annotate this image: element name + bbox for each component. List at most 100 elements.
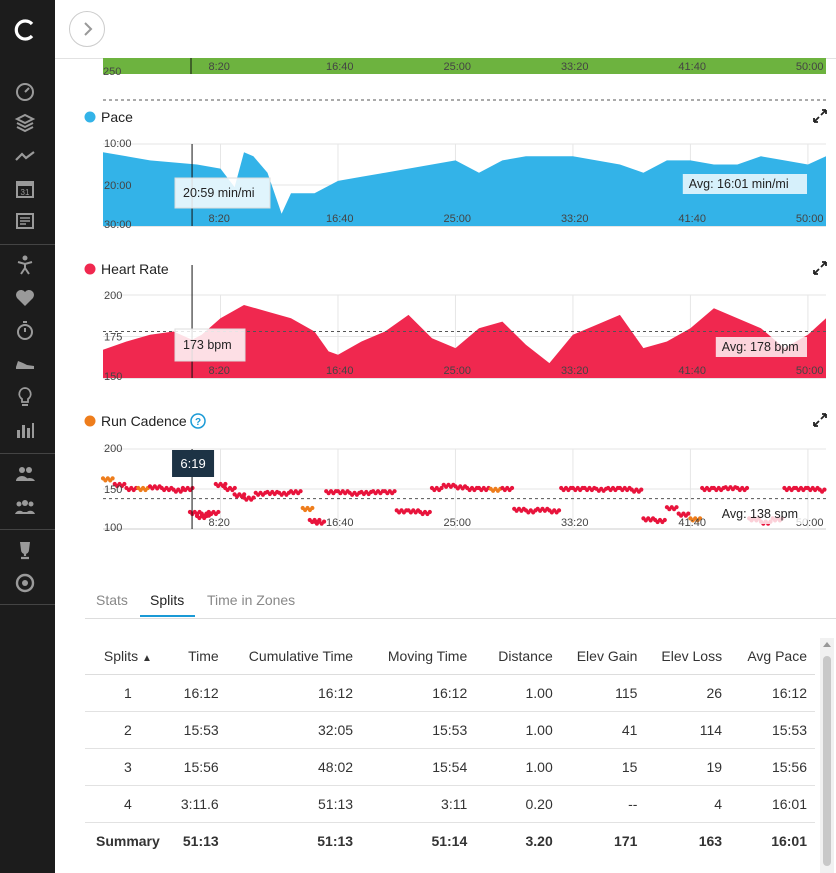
expand-sidebar-button[interactable] bbox=[69, 11, 105, 47]
column-header-distance[interactable]: Distance bbox=[475, 638, 561, 675]
split-avg-pace-cell: 15:53 bbox=[730, 711, 815, 749]
split-time-cell: 3:11.6 bbox=[170, 785, 227, 823]
garmin-logo-icon[interactable] bbox=[13, 18, 37, 42]
pace-legend-dot bbox=[84, 111, 96, 123]
table-scrollbar[interactable] bbox=[820, 638, 834, 873]
athlete-icon[interactable] bbox=[14, 254, 36, 276]
elevation-x-tick: 25:00 bbox=[443, 61, 471, 73]
elevation-y-tick: 250 bbox=[103, 66, 121, 78]
elevation-x-tick: 50:00 bbox=[796, 61, 824, 73]
split-moving-time-cell: 3:11 bbox=[361, 785, 476, 823]
column-header-moving-time[interactable]: Moving Time bbox=[361, 638, 476, 675]
table-row[interactable]: 2 15:53 32:05 15:53 1.00 41 114 15:53 bbox=[85, 711, 815, 749]
calendar-icon[interactable]: 31 bbox=[14, 178, 36, 200]
heart-rate-average-label-box bbox=[715, 337, 807, 357]
split-elev-gain-cell: 15 bbox=[560, 748, 646, 786]
pace-y-tick: 20:00 bbox=[104, 180, 132, 192]
elevation-x-tick: 41:40 bbox=[678, 61, 706, 73]
scrollbar-thumb[interactable] bbox=[823, 656, 831, 866]
summary-distance-cell: 3.20 bbox=[525, 833, 553, 849]
tab-time-in-zones[interactable]: Time in Zones bbox=[207, 592, 296, 608]
tab-splits[interactable]: Splits bbox=[150, 592, 185, 608]
split-moving-time-cell: 15:54 bbox=[361, 748, 476, 786]
lightbulb-icon[interactable] bbox=[14, 386, 36, 408]
split-cumulative-time-cell: 51:13 bbox=[226, 785, 362, 823]
split-time-cell: 15:53 bbox=[170, 711, 227, 749]
column-header-label: Splits bbox=[103, 648, 139, 664]
heart-rate-tooltip-box bbox=[174, 328, 246, 362]
activity-main-panel: 250 8:20 16:40 25:00 33:20 41:40 50:00 Pace 1… bbox=[55, 0, 836, 873]
heart-rate-x-tick: 16:40 bbox=[326, 365, 354, 377]
column-header-elev-loss[interactable]: Elev Loss bbox=[645, 638, 731, 675]
splits-table-container: Splits ▲ Time Cumulative Time Moving Tim… bbox=[85, 638, 815, 859]
split-cumulative-time-cell: 16:12 bbox=[226, 674, 362, 712]
column-header-splits[interactable]: Splits ▲ bbox=[85, 638, 171, 675]
pace-y-tick: 30:00 bbox=[104, 219, 132, 231]
pace-x-tick: 16:40 bbox=[326, 213, 354, 225]
split-cumulative-time-cell: 32:05 bbox=[226, 711, 362, 749]
cadence-x-tick: 25:00 bbox=[443, 517, 471, 529]
heart-icon[interactable] bbox=[14, 287, 36, 309]
cadence-data-point bbox=[556, 508, 562, 513]
elevation-x-tick: 16:40 bbox=[326, 61, 354, 73]
split-elev-gain-cell: -- bbox=[560, 785, 646, 823]
heart-rate-x-tick: 25:00 bbox=[443, 365, 471, 377]
stopwatch-icon[interactable] bbox=[14, 320, 36, 342]
split-distance-cell: 0.20 bbox=[475, 785, 561, 823]
expand-icon[interactable] bbox=[813, 261, 827, 275]
cadence-x-tick: 16:40 bbox=[326, 517, 354, 529]
table-row[interactable]: 3 15:56 48:02 15:54 1.00 15 19 15:56 bbox=[85, 748, 815, 786]
column-header-elev-gain[interactable]: Elev Gain bbox=[560, 638, 646, 675]
cadence-data-point bbox=[232, 485, 237, 491]
cadence-cursor-label: 6:19 bbox=[180, 456, 205, 471]
pace-tooltip-text: 20:59 min/mi bbox=[183, 186, 255, 200]
pace-x-tick: 50:00 bbox=[796, 213, 824, 225]
split-elev-loss-cell: 26 bbox=[645, 674, 731, 712]
cadence-data-point bbox=[392, 489, 397, 494]
trophy-icon[interactable] bbox=[14, 539, 36, 561]
table-row[interactable]: 1 16:12 16:12 16:12 1.00 115 26 16:12 bbox=[85, 674, 815, 712]
pace-x-tick: 33:20 bbox=[561, 213, 589, 225]
column-header-cumulative-time[interactable]: Cumulative Time bbox=[226, 638, 362, 675]
scroll-up-arrow-icon[interactable] bbox=[823, 642, 831, 647]
pace-average-label-text: Avg: 16:01 min/mi bbox=[689, 177, 789, 191]
cadence-x-tick: 33:20 bbox=[561, 517, 589, 529]
target-icon[interactable] bbox=[14, 572, 36, 594]
split-distance-cell: 1.00 bbox=[475, 748, 561, 786]
table-row[interactable]: 4 3:11.6 51:13 3:11 0.20 -- 4 16:01 bbox=[85, 785, 815, 823]
tab-stats[interactable]: Stats bbox=[96, 592, 128, 608]
cadence-average-label-text: Avg: 138 spm bbox=[722, 507, 798, 521]
dashboard-icon[interactable] bbox=[14, 80, 36, 102]
help-icon[interactable]: ? bbox=[190, 413, 206, 429]
split-cumulative-time-cell: 48:02 bbox=[226, 748, 362, 786]
splits-table: Splits ▲ Time Cumulative Time Moving Tim… bbox=[85, 638, 815, 859]
split-avg-pace-cell: 16:12 bbox=[730, 674, 815, 712]
cadence-data-point bbox=[439, 485, 444, 491]
heart-rate-area-series bbox=[103, 305, 826, 378]
connections-icon[interactable] bbox=[14, 463, 36, 485]
split-elev-gain-cell: 115 bbox=[560, 674, 646, 712]
pace-chart-title: Pace bbox=[101, 109, 133, 125]
cadence-data-point bbox=[216, 509, 221, 515]
expand-icon[interactable] bbox=[813, 109, 827, 123]
heart-rate-x-tick: 41:40 bbox=[678, 365, 706, 377]
layers-icon[interactable] bbox=[14, 112, 36, 134]
shoe-icon[interactable] bbox=[14, 353, 36, 375]
expand-icon[interactable] bbox=[813, 413, 827, 427]
reports-icon[interactable] bbox=[14, 210, 36, 232]
split-elev-gain-cell: 41 bbox=[560, 711, 646, 749]
summary-elev-gain-cell: 171 bbox=[614, 833, 638, 849]
split-elev-loss-cell: 4 bbox=[645, 785, 731, 823]
pace-y-tick: 10:00 bbox=[104, 138, 132, 150]
groups-icon[interactable] bbox=[14, 496, 36, 518]
split-avg-pace-cell: 15:56 bbox=[730, 748, 815, 786]
summary-cumulative-time-cell: 51:13 bbox=[317, 833, 354, 849]
column-header-time[interactable]: Time bbox=[170, 638, 227, 675]
split-elev-loss-cell: 19 bbox=[645, 748, 731, 786]
column-header-avg-pace[interactable]: Avg Pace bbox=[730, 638, 815, 675]
cadence-data-point bbox=[298, 489, 303, 494]
activity-trend-icon[interactable] bbox=[14, 146, 36, 168]
bar-chart-icon[interactable] bbox=[14, 419, 36, 441]
pace-x-tick: 41:40 bbox=[678, 213, 706, 225]
cadence-data-point bbox=[674, 505, 679, 510]
